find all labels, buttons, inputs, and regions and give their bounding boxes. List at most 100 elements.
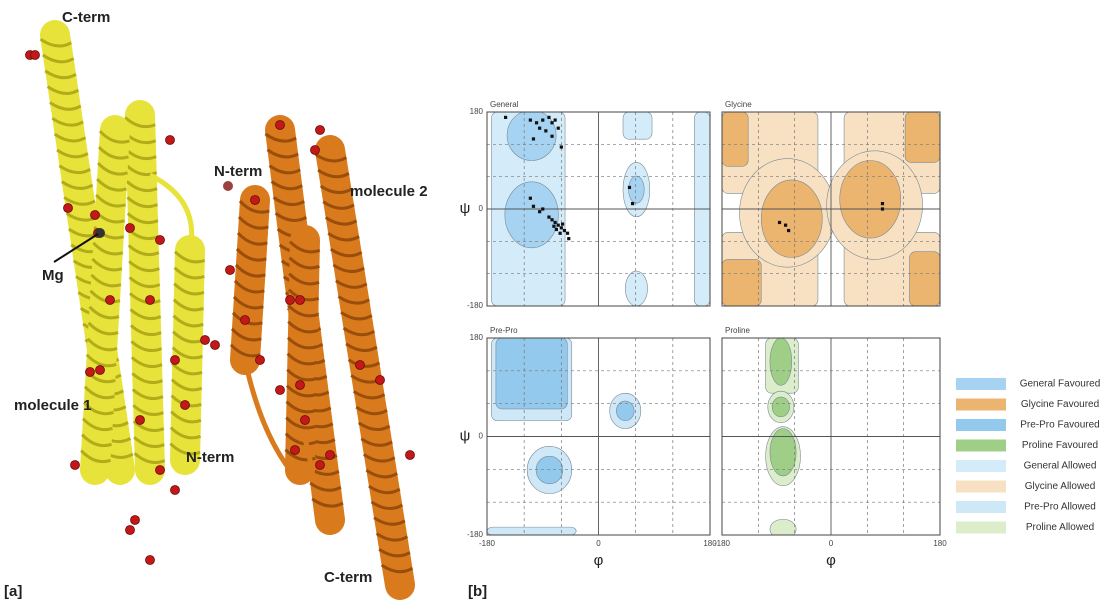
residue-point	[557, 127, 560, 130]
water-sphere	[276, 121, 285, 130]
helix	[300, 240, 305, 470]
region	[487, 527, 576, 535]
plot-area	[722, 338, 940, 539]
region	[772, 397, 789, 417]
water-sphere	[126, 526, 135, 535]
y-axis-label: ψ	[460, 200, 471, 217]
legend-label: General Allowed	[1024, 461, 1097, 472]
water-sphere	[91, 211, 100, 220]
legend-swatch	[956, 440, 1006, 452]
residue-point	[560, 145, 563, 148]
region	[722, 112, 748, 166]
residue-point	[532, 205, 535, 208]
residue-point	[541, 118, 544, 121]
residue-point	[561, 222, 564, 225]
water-sphere	[406, 451, 415, 460]
water-sphere	[326, 451, 335, 460]
water-sphere	[316, 461, 325, 470]
residue-point	[881, 202, 884, 205]
plot-title: Pre-Pro	[490, 326, 518, 335]
legend-swatch	[956, 460, 1006, 472]
annotation: C-term	[324, 569, 372, 586]
annotation: Mg	[42, 267, 64, 284]
x-tick-label: -180	[714, 539, 731, 548]
x-tick-label: 0	[829, 539, 834, 548]
region	[905, 112, 940, 162]
water-sphere	[96, 366, 105, 375]
ramachandran-plot: Glycine	[722, 100, 940, 306]
mg-ion	[95, 228, 105, 238]
water-sphere	[256, 356, 265, 365]
residue-point	[567, 237, 570, 240]
legend-label: Glycine Favoured	[1021, 399, 1099, 410]
legend-label: Pre-Pro Allowed	[1024, 502, 1096, 513]
water-sphere	[126, 224, 135, 233]
residue-point	[558, 232, 561, 235]
panel-label: [a]	[4, 583, 22, 600]
water-sphere	[131, 516, 140, 525]
region	[761, 180, 822, 258]
residue-point	[547, 116, 550, 119]
residue-point	[628, 186, 631, 189]
water-sphere	[86, 368, 95, 377]
y-tick-label: 180	[470, 107, 484, 116]
residue-point	[787, 229, 790, 232]
x-axis-label: φ	[594, 552, 604, 569]
water-sphere	[241, 316, 250, 325]
residue-point	[550, 135, 553, 138]
water-sphere	[226, 266, 235, 275]
water-sphere	[211, 341, 220, 350]
region	[629, 176, 645, 203]
y-tick-label: 0	[479, 432, 484, 441]
water-sphere	[31, 51, 40, 60]
residue-point	[544, 129, 547, 132]
legend-swatch	[956, 481, 1006, 493]
water-sphere	[71, 461, 80, 470]
legend-swatch	[956, 501, 1006, 513]
region	[623, 112, 652, 139]
water-sphere	[356, 361, 365, 370]
region	[770, 338, 792, 385]
water-sphere	[251, 196, 260, 205]
y-axis-label: ψ	[460, 427, 471, 444]
residue-point	[563, 229, 566, 232]
annotation: C-term	[62, 9, 110, 26]
residue-point	[778, 221, 781, 224]
water-sphere	[156, 466, 165, 475]
protein-structure	[26, 35, 415, 585]
water-sphere	[146, 296, 155, 305]
legend-label: Pre-Pro Favoured	[1020, 420, 1099, 431]
water-sphere	[156, 236, 165, 245]
residue-point	[547, 215, 550, 218]
water-sphere	[166, 136, 175, 145]
water-sphere	[296, 381, 305, 390]
water-sphere	[146, 556, 155, 565]
legend-swatch	[956, 399, 1006, 411]
plot-title: General	[490, 100, 519, 109]
water-sphere	[276, 386, 285, 395]
annotation: molecule 2	[350, 183, 428, 200]
plot-title: Glycine	[725, 100, 752, 109]
residue-point	[881, 207, 884, 210]
region	[722, 259, 761, 306]
y-tick-label: -180	[467, 530, 484, 539]
figure: C-term N-term molecule 2 Mg molecule 1 N…	[0, 0, 1115, 603]
legend-label: General Favoured	[1020, 379, 1101, 390]
water-sphere	[311, 146, 320, 155]
region	[770, 519, 796, 539]
ramachandran-plot: -1800180Prolineφ	[714, 326, 947, 569]
page: C-term N-term molecule 2 Mg molecule 1 N…	[0, 0, 1115, 603]
residue-point	[535, 121, 538, 124]
residue-point	[566, 232, 569, 235]
plot-title: Proline	[725, 326, 750, 335]
residue-point	[784, 224, 787, 227]
residue-point	[529, 197, 532, 200]
region	[505, 182, 559, 248]
annotation: molecule 1	[14, 397, 92, 414]
ion	[223, 181, 233, 191]
panel-label: [b]	[468, 583, 487, 600]
residue-point	[554, 221, 557, 224]
water-sphere	[171, 486, 180, 495]
x-tick-label: 180	[933, 539, 947, 548]
ramachandran-plot: -1800180Generalψ	[460, 100, 710, 310]
